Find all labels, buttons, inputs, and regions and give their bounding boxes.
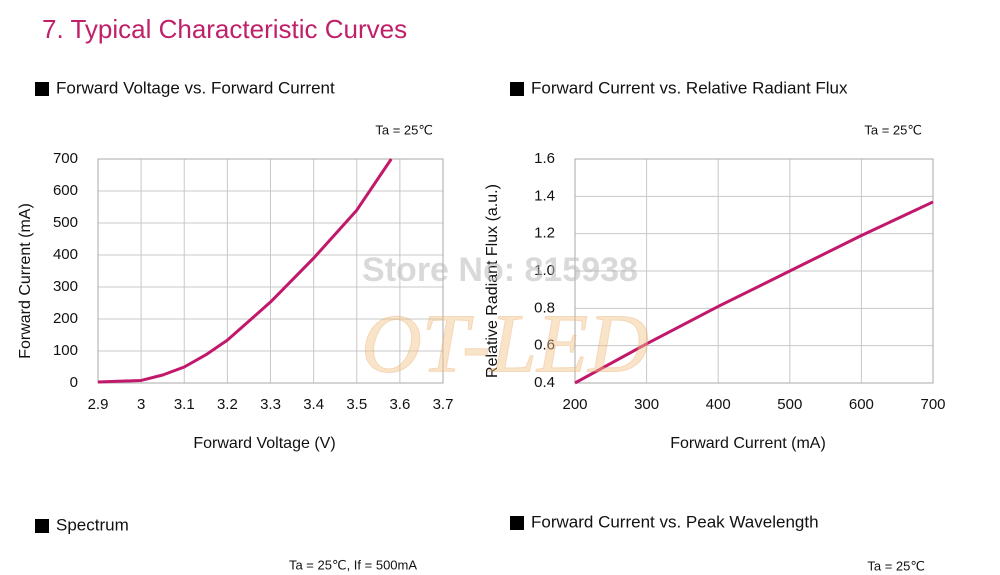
- x-axis-label: Forward Voltage (V): [193, 435, 335, 452]
- y-tick-label: 0.6: [534, 337, 555, 354]
- y-tick-label: 300: [53, 278, 78, 295]
- x-tick-label: 200: [562, 396, 587, 413]
- y-tick-label: 1.4: [534, 187, 555, 204]
- data-line: [97, 158, 393, 384]
- x-tick-label: 3.3: [260, 396, 281, 413]
- y-tick-label: 1.2: [534, 225, 555, 242]
- x-tick-label: 400: [706, 396, 731, 413]
- bullet: [35, 519, 49, 533]
- page-heading: 7. Typical Characteristic Curves: [42, 14, 407, 44]
- chart-note: Ta = 25℃: [375, 122, 433, 137]
- plot-frame: [97, 158, 444, 384]
- section-title: Spectrum: [56, 515, 129, 534]
- x-tick-label: 700: [920, 396, 945, 413]
- x-tick-label: 3.1: [174, 396, 195, 413]
- watermark-store: Store No: 815938: [362, 251, 638, 289]
- x-tick-label: 3.2: [217, 396, 238, 413]
- data-line: [574, 200, 934, 385]
- x-tick-label: 3.7: [433, 396, 454, 413]
- y-tick-label: 700: [53, 150, 78, 167]
- bullet: [35, 82, 49, 96]
- section-note: Ta = 25℃, If = 500mA: [289, 557, 417, 572]
- y-tick-label: 0: [70, 374, 78, 391]
- x-tick-label: 3.4: [303, 396, 324, 413]
- chart-note: Ta = 25℃: [864, 122, 922, 137]
- x-axis-label: Forward Current (mA): [670, 435, 826, 452]
- y-tick-label: 500: [53, 214, 78, 231]
- x-tick-label: 500: [777, 396, 802, 413]
- x-tick-label: 2.9: [88, 396, 109, 413]
- chart-title: Forward Voltage vs. Forward Current: [56, 78, 335, 97]
- y-tick-label: 1.0: [534, 262, 555, 279]
- charts: 0 100 200 300 400 500 600 700 2.9 3 3.1 3.2 3.3 3.4 3.…: [17, 150, 945, 452]
- x-tick-label: 3: [137, 396, 145, 413]
- x-tick-label: 300: [634, 396, 659, 413]
- y-tick-label: 0.8: [534, 299, 555, 316]
- bullet: [510, 516, 524, 530]
- watermark-brand: OT-LED: [361, 297, 649, 390]
- chart-title: Forward Current vs. Relative Radiant Flu…: [531, 78, 848, 97]
- y-tick-label: 1.6: [534, 150, 555, 167]
- y-tick-label: 0.4: [534, 374, 555, 391]
- section-note: Ta = 25℃: [867, 558, 925, 573]
- y-tick-label: 600: [53, 182, 78, 199]
- x-tick-label: 3.5: [346, 396, 367, 413]
- y-tick-label: 400: [53, 246, 78, 263]
- plot-frame: [574, 158, 934, 384]
- y-axis-label: Relative Radiant Flux (a.u.): [484, 184, 501, 378]
- bullet: [510, 82, 524, 96]
- x-tick-label: 3.6: [389, 396, 410, 413]
- y-tick-label: 100: [53, 342, 78, 359]
- y-axis-label: Forward Current (mA): [17, 203, 34, 359]
- x-tick-label: 600: [849, 396, 874, 413]
- y-tick-label: 200: [53, 310, 78, 327]
- section-title: Forward Current vs. Peak Wavelength: [531, 512, 819, 531]
